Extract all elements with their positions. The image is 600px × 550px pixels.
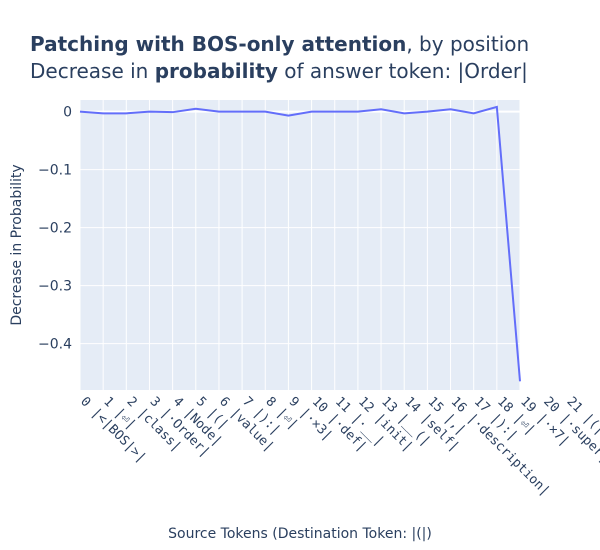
chart-subtitle-pre: Decrease in — [30, 59, 155, 83]
y-tick-label: −0.4 — [38, 337, 72, 353]
x-tick-labels: 0 |<|BOS|>|1 |⏎|2 |class|3 |·Order|4 |No… — [77, 394, 600, 499]
chart-subtitle-bold: probability — [155, 59, 278, 83]
chart-title-bold: Patching with BOS-only attention — [30, 32, 406, 56]
chart-title-line-1: Patching with BOS-only attention, by pos… — [30, 32, 529, 56]
y-tick-label: 0 — [63, 105, 72, 121]
plot-background — [80, 100, 520, 390]
y-axis-title: Decrease in Probability — [9, 164, 25, 325]
y-tick-labels: 0 −0.1 −0.2 −0.3 −0.4 — [38, 105, 72, 353]
chart-title-rest: , by position — [406, 32, 529, 56]
y-tick-label: −0.1 — [38, 163, 72, 179]
y-tick-label: −0.3 — [38, 279, 72, 295]
chart-subtitle: Decrease in probability of answer token:… — [30, 59, 528, 83]
chart-subtitle-post: of answer token: |Order| — [278, 59, 528, 83]
x-axis-title: Source Tokens (Destination Token: |(|) — [168, 526, 432, 542]
x-gridlines — [79, 100, 521, 390]
series-line — [79, 105, 521, 382]
y-tick-label: −0.2 — [38, 221, 72, 237]
